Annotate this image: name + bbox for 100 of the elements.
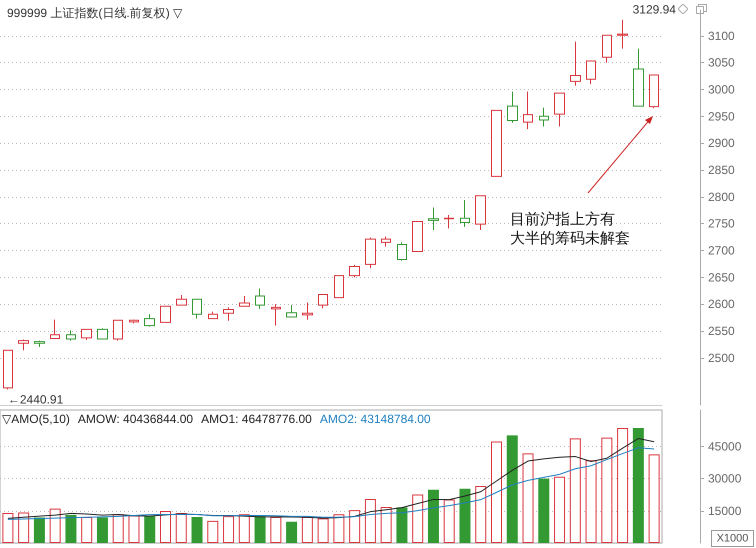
bar (160, 511, 171, 543)
y-tick-label: 2850 (708, 162, 736, 177)
candlestick (586, 60, 596, 85)
bar (223, 516, 234, 543)
candlestick (255, 288, 265, 310)
bar (34, 517, 45, 543)
bar (144, 516, 156, 543)
candlestick (129, 319, 139, 324)
bar (444, 499, 455, 543)
candlestick (570, 41, 581, 86)
candlestick (34, 340, 45, 348)
bar (554, 476, 566, 543)
bar (65, 514, 76, 543)
candlestick (365, 237, 376, 269)
candlestick (97, 328, 108, 340)
candlestick (160, 306, 171, 323)
annotation: AMO2: 43148784.00 (320, 412, 431, 426)
candlestick (381, 236, 391, 248)
y-tick-label: 30000 (708, 472, 742, 486)
bar (601, 438, 612, 543)
y-axis-title: X1000 (716, 532, 748, 544)
candlestick (18, 339, 29, 351)
candlestick (412, 220, 423, 252)
bar (286, 522, 298, 543)
bar (112, 514, 124, 543)
bar (254, 516, 266, 543)
candlestick (113, 320, 123, 342)
y-tick-label: 2600 (708, 297, 736, 312)
candlestick (334, 275, 344, 298)
y-tick-label: 2700 (708, 243, 736, 258)
candlestick (397, 242, 407, 262)
y-tick-label: 3000 (708, 82, 736, 96)
annotation: ▽AMO(5,10) (2, 412, 70, 426)
bar (318, 518, 329, 543)
bar (192, 517, 203, 543)
candlestick (349, 264, 360, 278)
candlestick (50, 319, 60, 339)
candlestick (192, 298, 202, 320)
bar (50, 508, 61, 543)
y-tick-label: 15000 (708, 504, 742, 518)
candlestick (444, 214, 454, 229)
candlestick (271, 304, 281, 326)
bar (302, 517, 313, 543)
y-tick-label: 2550 (708, 324, 736, 338)
bar (364, 499, 376, 543)
y-tick-label: 2950 (708, 109, 736, 124)
y-tick-label: 2650 (708, 270, 736, 284)
bar (522, 453, 534, 543)
annotation: ←2440.91 (8, 392, 64, 406)
y-tick-label: 2750 (708, 216, 736, 231)
candlestick (223, 306, 234, 322)
candlestick (554, 92, 565, 127)
candlestick (475, 195, 486, 231)
bar (238, 514, 250, 543)
bar (333, 514, 344, 543)
candlestick (602, 34, 612, 64)
candlestick (3, 350, 13, 390)
candlestick (460, 199, 470, 228)
annotation: 目前沪指上方有 (510, 211, 615, 228)
candlestick (318, 294, 328, 309)
bar (491, 442, 502, 543)
candlestick (633, 48, 644, 107)
bar (538, 478, 550, 543)
y-tick-label: 3050 (708, 56, 736, 70)
y-tick-label: 2500 (708, 350, 736, 365)
bar (412, 494, 424, 543)
bar (632, 428, 644, 543)
bar (176, 512, 187, 543)
candlestick (617, 19, 628, 50)
annotation: AMOW: 40436844.00 (78, 412, 194, 426)
y-tick-label: 2800 (708, 190, 736, 204)
bar (207, 520, 218, 543)
candlestick (491, 110, 502, 177)
bar (396, 507, 408, 543)
bar (270, 517, 282, 543)
candlestick (239, 296, 250, 307)
bar (570, 438, 581, 543)
bar (428, 490, 439, 543)
y-tick-label: 45000 (708, 439, 742, 454)
candlestick (286, 304, 297, 318)
bar (81, 517, 92, 543)
candlestick (428, 207, 439, 231)
y-tick-label: 3100 (708, 28, 736, 43)
bar (128, 516, 140, 543)
bar (475, 486, 486, 543)
candlestick (144, 314, 155, 328)
chart-title: 999999 上证指数(日线.前复权) ▽ (7, 6, 184, 20)
annotation: 大半的筹码未解套 (510, 230, 630, 247)
annotation: AMO1: 46478776.00 (201, 412, 312, 426)
candlestick (539, 107, 549, 127)
candlestick (81, 328, 92, 341)
candlestick (523, 91, 533, 130)
y-tick-label: 2900 (708, 136, 736, 150)
candlestick (507, 91, 518, 124)
bar (349, 510, 360, 543)
candlestick (208, 311, 218, 320)
bar (459, 488, 470, 543)
candlestick (649, 74, 659, 109)
bar (617, 428, 628, 543)
annotation: 3129.94 (632, 2, 676, 17)
